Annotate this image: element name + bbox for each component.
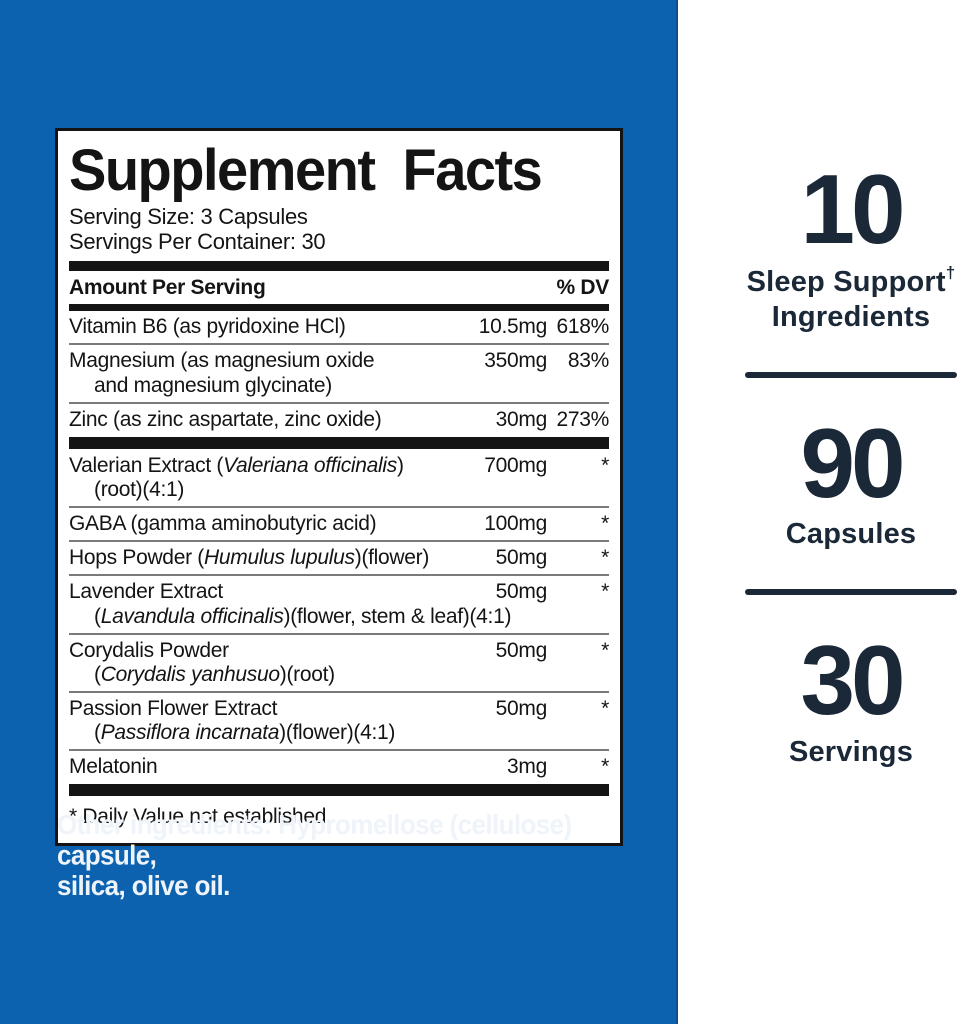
amount-value: 50mg <box>495 696 548 720</box>
table-row: Hops Powder (Humulus lupulus)(flower) 50m… <box>69 542 609 574</box>
stat-servings: 30 Servings <box>788 625 914 769</box>
ingredient-name-line2: (Corydalis yanhusuo)(root) <box>94 662 335 686</box>
other-ingredients-line2: silica, olive oil. <box>57 870 230 902</box>
stat-divider <box>745 589 957 596</box>
ingredient-name-line2: and magnesium glycinate) <box>94 373 332 397</box>
ingredient-name: Hops Powder (Humulus lupulus)(flower) <box>69 546 430 570</box>
row-separator <box>69 749 609 752</box>
amount-value: 700mg <box>484 453 547 477</box>
table-row: Passion Flower Extract 50mg * (Passiflora i… <box>69 693 609 749</box>
amount-value: 50mg <box>495 546 548 570</box>
table-row: Melatonin 3mg * <box>69 751 609 783</box>
table-row: Lavender Extract 50mg * (Lavandula officina… <box>69 576 609 632</box>
table-row: Corydalis Powder 50mg * (Corydalis yanhusuo… <box>69 635 609 691</box>
product-stats-panel: 10 Sleep Support† Ingredients 90 Capsule… <box>678 0 962 1024</box>
amount-value: 10.5mg <box>478 315 548 339</box>
servings-per-container: Servings Per Container: 30 <box>69 228 326 254</box>
ingredient-name-line2: (Lavandula officinalis)(flower, stem & l… <box>94 604 512 628</box>
stat-label-capsules: Capsules <box>785 518 917 551</box>
ingredient-name: GABA (gamma aminobutyric acid) <box>69 512 377 536</box>
divider-bar-thick <box>69 784 609 797</box>
ingredient-name: Passion Flower Extract <box>69 696 278 720</box>
ingredient-name: Vitamin B6 (as pyridoxine HCl) <box>69 315 346 339</box>
dv-value: * <box>601 453 609 477</box>
daily-value-footnote: * Daily Value not established. <box>69 805 332 829</box>
dv-value: * <box>601 512 609 536</box>
header-amount-per-serving: Amount Per Serving <box>69 276 266 300</box>
amount-value: 350mg <box>484 349 547 373</box>
facts-table-header: Amount Per Serving % DV <box>69 271 609 304</box>
stat-label-line1: Sleep Support <box>746 266 946 299</box>
row-separator <box>69 690 609 693</box>
serving-info: Serving Size: 3 Capsules Servings Per Co… <box>69 204 609 254</box>
row-separator <box>69 632 609 635</box>
row-separator <box>69 540 609 543</box>
stat-label-servings: Servings <box>788 735 914 768</box>
stat-number-90: 90 <box>800 407 905 518</box>
table-row: Vitamin B6 (as pyridoxine HCl) 10.5mg 618% <box>69 311 609 343</box>
dagger-symbol: † <box>945 263 956 283</box>
table-row: Magnesium (as magnesium oxide 350mg 83% and… <box>69 345 609 401</box>
stat-capsules: 90 Capsules <box>785 407 917 552</box>
amount-value: 100mg <box>484 512 547 536</box>
dv-value: * <box>601 546 609 570</box>
dv-value: * <box>601 638 609 662</box>
dv-value: 83% <box>567 349 609 373</box>
stat-label-sleep-support: Sleep Support† Ingredients <box>747 263 956 333</box>
ingredient-name: Zinc (as zinc aspartate, zinc oxide) <box>69 407 382 431</box>
serving-size: Serving Size: 3 Capsules <box>69 204 308 229</box>
ingredient-name: Valerian Extract (Valeriana officinalis) <box>69 453 404 477</box>
facts-rows: Vitamin B6 (as pyridoxine HCl) 10.5mg 618%… <box>69 311 609 797</box>
other-ingredients-text: Other ingredients: Hypromellose (cellulo… <box>57 808 647 902</box>
amount-value: 3mg <box>507 755 547 779</box>
dv-value: * <box>601 755 609 779</box>
divider-bar-thick <box>69 261 609 272</box>
stat-divider <box>745 371 957 378</box>
row-separator <box>69 343 609 346</box>
amount-value: 50mg <box>495 580 548 604</box>
dv-value: 618% <box>556 315 609 339</box>
supplement-facts-title: Supplement Facts <box>69 137 543 203</box>
supplement-facts-box: Supplement Facts Serving Size: 3 Capsule… <box>55 128 623 847</box>
table-row: Zinc (as zinc aspartate, zinc oxide) 30mg… <box>69 404 609 436</box>
amount-value: 50mg <box>495 638 548 662</box>
other-ingredients-line1: Other ingredients: Hypromellose (cellulo… <box>57 808 572 872</box>
dv-value: 273% <box>556 407 609 431</box>
dv-value: * <box>601 696 609 720</box>
divider-bar-thick <box>69 436 609 449</box>
stat-number-10: 10 <box>800 154 905 264</box>
table-row: Valerian Extract (Valeriana officinalis)… <box>69 450 609 506</box>
row-separator <box>69 574 609 577</box>
header-percent-dv: % DV <box>556 276 610 300</box>
table-row: GABA (gamma aminobutyric acid) 100mg * <box>69 508 609 540</box>
ingredient-name-line2: (Passiflora incarnata)(flower)(4:1) <box>94 721 396 745</box>
stat-number-30: 30 <box>800 625 905 736</box>
ingredient-name: Corydalis Powder <box>69 638 229 662</box>
divider-bar-medium <box>69 304 609 312</box>
stat-label-line2: Ingredients <box>771 300 931 333</box>
row-separator <box>69 506 609 509</box>
ingredient-name: Lavender Extract <box>69 580 223 604</box>
ingredient-name: Magnesium (as magnesium oxide <box>69 349 375 373</box>
blue-background-panel: Supplement Facts Serving Size: 3 Capsule… <box>0 0 678 1024</box>
dv-value: * <box>601 580 609 604</box>
amount-value: 30mg <box>495 407 548 431</box>
ingredient-name: Melatonin <box>69 755 158 779</box>
row-separator <box>69 401 609 404</box>
stat-sleep-support-ingredients: 10 Sleep Support† Ingredients <box>747 154 956 334</box>
ingredient-name-line2: (root)(4:1) <box>94 477 185 501</box>
